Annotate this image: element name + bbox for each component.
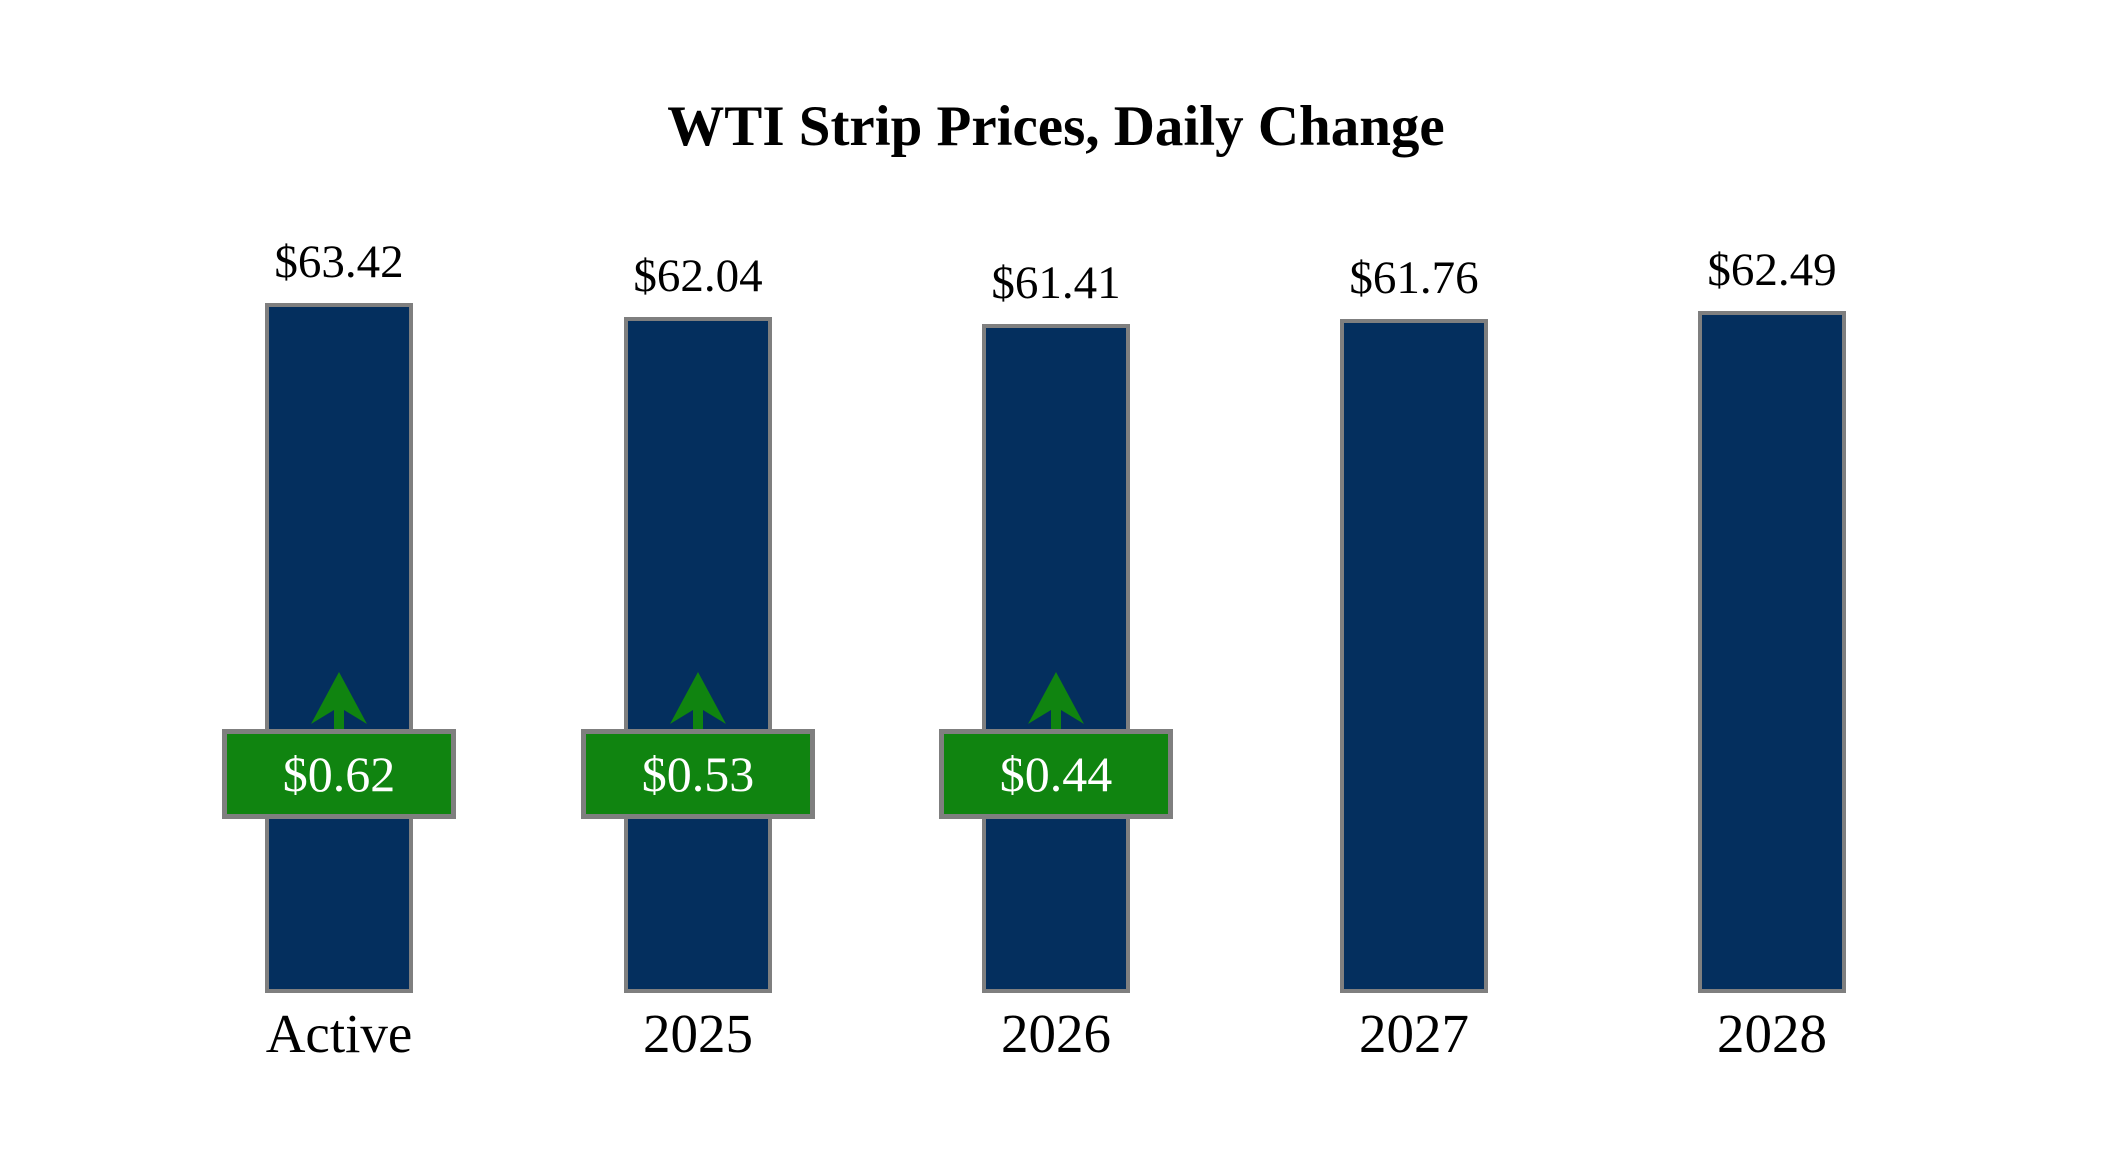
category-label: 2025	[643, 1003, 753, 1064]
up-arrow-icon	[1028, 672, 1084, 730]
change-label: $0.53	[641, 746, 755, 802]
bar	[1698, 311, 1846, 993]
up-arrow-icon	[670, 672, 726, 730]
price-label: $61.41	[991, 257, 1121, 309]
change-badge: $0.53	[581, 729, 815, 819]
change-badge: $0.44	[939, 729, 1173, 819]
price-label: $61.76	[1349, 252, 1479, 304]
change-badge: $0.62	[222, 729, 456, 819]
change-label: $0.44	[999, 746, 1113, 802]
chart-title: WTI Strip Prices, Daily Change	[667, 95, 1445, 158]
bar	[624, 317, 772, 993]
bar	[1340, 319, 1488, 993]
bar	[982, 324, 1130, 993]
price-label: $62.04	[633, 250, 763, 302]
category-label: 2027	[1359, 1003, 1469, 1064]
change-label: $0.62	[282, 746, 396, 802]
price-label: $62.49	[1707, 244, 1837, 296]
bar	[265, 303, 413, 993]
category-label: 2028	[1717, 1003, 1827, 1064]
up-arrow-icon	[311, 672, 367, 730]
category-label: Active	[265, 1003, 413, 1064]
category-label: 2026	[1001, 1003, 1111, 1064]
price-label: $63.42	[274, 236, 404, 288]
